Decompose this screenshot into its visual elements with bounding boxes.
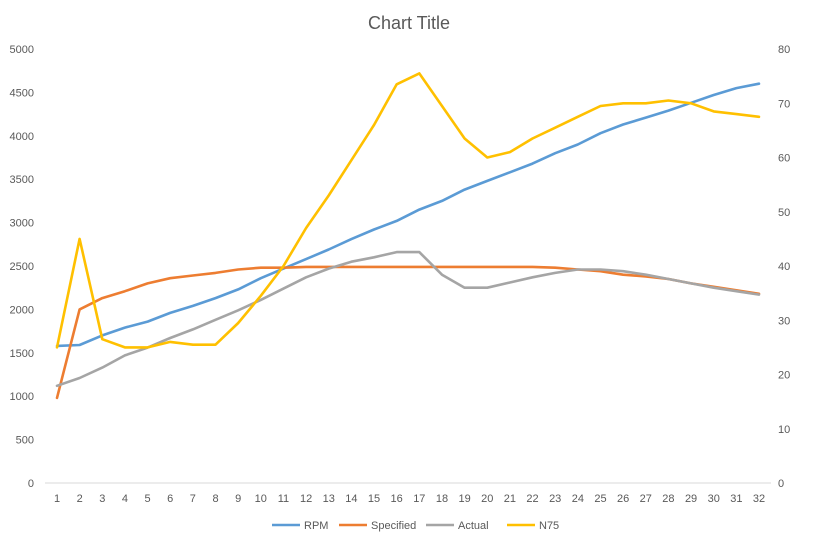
x-axis-tick-label: 19 bbox=[458, 493, 470, 505]
legend-label-rpm: RPM bbox=[304, 520, 328, 532]
x-axis-tick-label: 5 bbox=[145, 493, 151, 505]
x-axis-tick-label: 17 bbox=[413, 493, 425, 505]
x-axis-tick-label: 3 bbox=[99, 493, 105, 505]
x-axis-tick-label: 8 bbox=[212, 493, 218, 505]
left-axis-tick-labels: 0 500 1000 1500 2000 2500 3000 3500 4000 4500 5000 bbox=[10, 44, 34, 490]
x-axis-tick-labels: 1 2 3 4 5 6 7 8 9 10 11 12 13 14 15 16 17 18 19 20 21 22 23 24 2… bbox=[54, 493, 765, 505]
x-axis-tick-label: 16 bbox=[391, 493, 403, 505]
series-lines bbox=[55, 72, 761, 400]
series-line-n75 bbox=[55, 72, 761, 349]
x-axis-tick-label: 20 bbox=[481, 493, 493, 505]
right-axis-tick-label: 80 bbox=[778, 44, 790, 56]
right-axis-tick-label: 20 bbox=[778, 370, 790, 382]
x-axis-tick-label: 9 bbox=[235, 493, 241, 505]
right-axis-tick-label: 60 bbox=[778, 153, 790, 165]
x-axis-tick-label: 23 bbox=[549, 493, 561, 505]
left-axis-tick-label: 5000 bbox=[10, 44, 34, 56]
right-axis-tick-label: 40 bbox=[778, 261, 790, 273]
x-axis-tick-label: 29 bbox=[685, 493, 697, 505]
x-axis-tick-label: 28 bbox=[662, 493, 674, 505]
x-axis-tick-label: 26 bbox=[617, 493, 629, 505]
left-axis-tick-label: 500 bbox=[16, 435, 34, 447]
chart-title: Chart Title bbox=[368, 13, 450, 33]
x-axis-tick-label: 27 bbox=[640, 493, 652, 505]
left-axis-tick-label: 4000 bbox=[10, 131, 34, 143]
x-axis-tick-label: 1 bbox=[54, 493, 60, 505]
x-axis-tick-label: 4 bbox=[122, 493, 128, 505]
x-axis-tick-label: 2 bbox=[77, 493, 83, 505]
series-line-actual bbox=[55, 250, 761, 388]
x-axis-tick-label: 13 bbox=[323, 493, 335, 505]
x-axis-tick-label: 22 bbox=[526, 493, 538, 505]
right-axis-tick-label: 30 bbox=[778, 315, 790, 327]
right-axis-tick-label: 70 bbox=[778, 98, 790, 110]
x-axis-tick-label: 11 bbox=[278, 493, 289, 505]
left-axis-tick-label: 4500 bbox=[10, 87, 34, 99]
right-axis-tick-label: 10 bbox=[778, 424, 790, 436]
legend-label-actual: Actual bbox=[458, 520, 489, 532]
left-axis-tick-label: 3500 bbox=[10, 174, 34, 186]
x-axis-tick-label: 25 bbox=[594, 493, 606, 505]
x-axis-tick-label: 18 bbox=[436, 493, 448, 505]
left-axis-tick-label: 0 bbox=[28, 478, 34, 490]
legend-label-n75: N75 bbox=[539, 520, 559, 532]
x-axis-tick-label: 30 bbox=[708, 493, 720, 505]
x-axis-tick-label: 12 bbox=[300, 493, 312, 505]
right-axis-tick-label: 0 bbox=[778, 478, 784, 490]
legend-label-specified: Specified bbox=[371, 520, 416, 532]
left-axis-tick-label: 2500 bbox=[10, 261, 34, 273]
x-axis-tick-label: 15 bbox=[368, 493, 380, 505]
x-axis-tick-label: 24 bbox=[572, 493, 584, 505]
x-axis-tick-label: 10 bbox=[255, 493, 267, 505]
x-axis-tick-label: 14 bbox=[345, 493, 357, 505]
left-axis-tick-label: 2000 bbox=[10, 304, 34, 316]
right-axis-tick-labels: 0 10 20 30 40 50 60 70 80 bbox=[778, 44, 790, 490]
left-axis-tick-label: 3000 bbox=[10, 218, 34, 230]
series-line-specified bbox=[55, 265, 761, 400]
left-axis-tick-label: 1500 bbox=[10, 348, 34, 360]
left-axis-tick-label: 1000 bbox=[10, 391, 34, 403]
x-axis-tick-label: 21 bbox=[504, 493, 516, 505]
x-axis-tick-label: 31 bbox=[730, 493, 742, 505]
right-axis-tick-label: 50 bbox=[778, 207, 790, 219]
x-axis-tick-label: 6 bbox=[167, 493, 173, 505]
legend: RPM Specified Actual N75 bbox=[272, 520, 559, 532]
x-axis-tick-label: 7 bbox=[190, 493, 196, 505]
x-axis-tick-label: 32 bbox=[753, 493, 765, 505]
series-line-rpm bbox=[55, 82, 761, 348]
